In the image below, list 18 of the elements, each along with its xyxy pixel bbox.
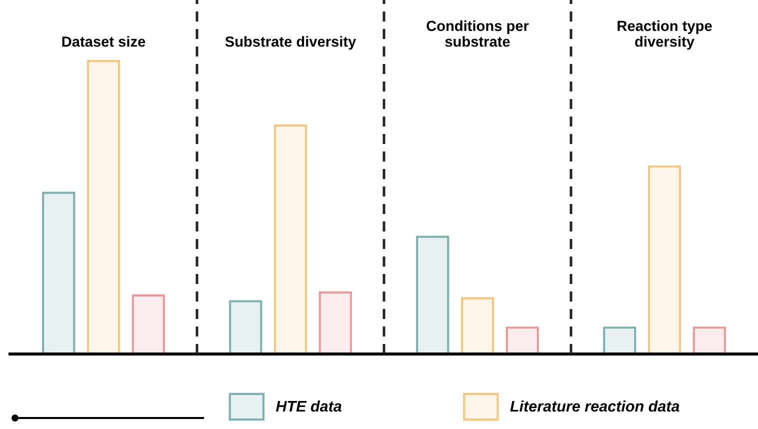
x-tick-label: Substrate diversity xyxy=(225,36,356,50)
legend-label: Literature reaction data xyxy=(510,400,680,412)
bar xyxy=(692,326,726,354)
bar xyxy=(42,192,76,354)
bar xyxy=(506,326,539,354)
bar xyxy=(274,124,308,354)
legend-label: HTE data xyxy=(276,400,342,412)
bar xyxy=(603,326,636,354)
x-tick-label: Dataset size xyxy=(62,36,146,47)
bar xyxy=(460,297,494,354)
bar xyxy=(648,165,682,354)
bar xyxy=(229,300,262,354)
x-tick-label: Conditions per substrate xyxy=(426,20,529,47)
bar xyxy=(132,294,165,354)
bar xyxy=(86,60,120,354)
x-tick-label: Reaction type diversity xyxy=(618,20,712,50)
bar xyxy=(318,291,352,354)
bar xyxy=(416,236,450,354)
